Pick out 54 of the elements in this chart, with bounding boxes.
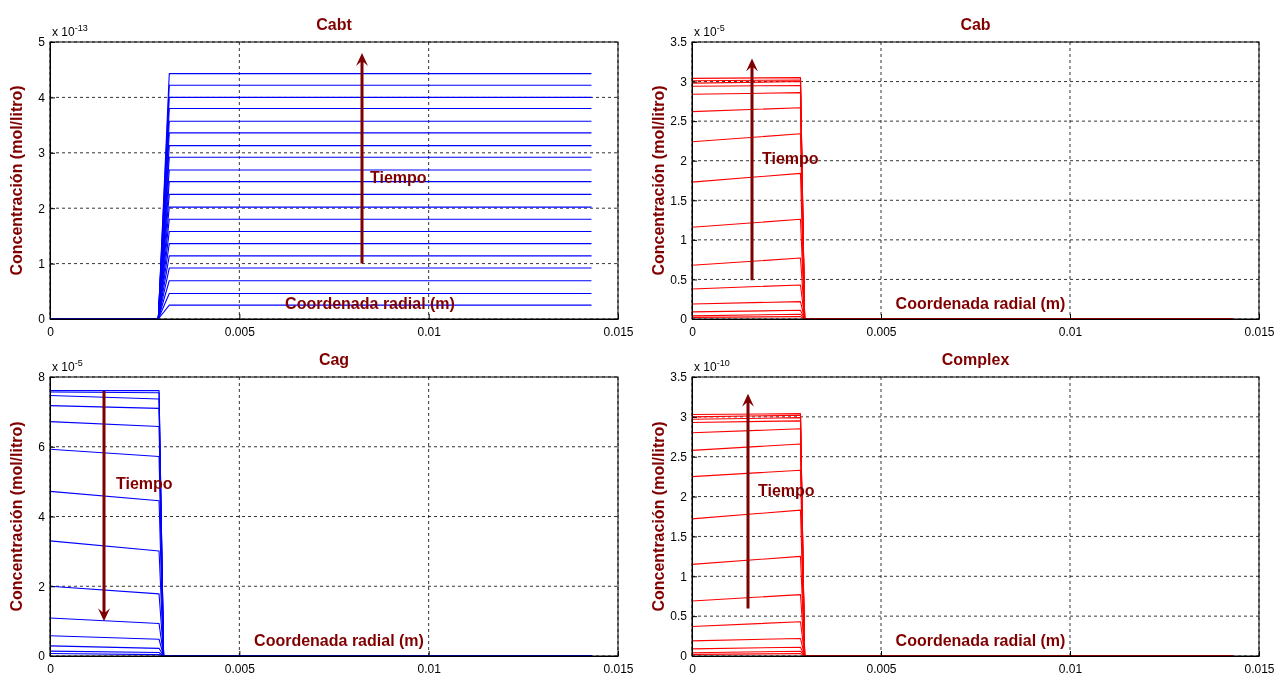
x-tick-label: 0.01 (417, 324, 442, 339)
x-tick-label: 0.015 (603, 661, 634, 676)
y-tick-label: 3 (680, 410, 688, 425)
y-tick-label: 1 (680, 233, 688, 248)
y-axis-title: Concentración (mol/litro) (8, 85, 25, 276)
x-tick-label: 0.005 (224, 661, 256, 676)
y-axis-title: Concentración (mol/litro) (650, 421, 667, 612)
y-tick-label: 4 (38, 509, 46, 524)
text: x 10$^{-5}$ (694, 23, 725, 39)
y-tick-label: 1 (38, 256, 46, 271)
chart-title: Cab (960, 16, 991, 33)
x-axis-title: Coordenada radial (m) (254, 632, 424, 649)
y-tick-label: 3.5 (670, 35, 688, 50)
y-tick-label: 1.5 (670, 193, 688, 208)
y-tick-label: 0 (680, 649, 688, 664)
x-tick-label: 0.01 (1058, 661, 1083, 676)
y-tick-label: 2 (38, 579, 46, 594)
y-tick-label: 1 (680, 569, 688, 584)
x-tick-label: 0.015 (603, 324, 634, 339)
y-axis-title: Concentración (mol/litro) (650, 85, 667, 276)
x-tick-label: 0.015 (1244, 324, 1275, 339)
y-tick-label: 0.5 (670, 609, 688, 624)
y-tick-label: 3.5 (670, 370, 688, 385)
x-tick-label: 0.005 (866, 661, 897, 676)
y-tick-label: 5 (38, 35, 46, 50)
x-tick-label: 0.005 (224, 324, 256, 339)
chart-title: Complex (941, 351, 1010, 368)
y-tick-label: 0 (38, 649, 46, 664)
y-tick-label: 0.5 (670, 272, 688, 287)
y-tick-label: 0 (38, 312, 46, 327)
y-tick-label: 4 (38, 90, 46, 105)
text: x 10$^{-5}$ (52, 358, 83, 374)
x-tick-label: 0.01 (417, 661, 442, 676)
text: x 10$^{-13}$ (52, 23, 88, 39)
chart-title: Cag (318, 351, 350, 368)
y-axis-title: Concentración (mol/litro) (8, 421, 25, 612)
y-tick-label: 3 (680, 74, 688, 89)
y-tick-label: 2 (38, 201, 46, 216)
x-tick-label: 0.015 (1244, 661, 1275, 676)
y-tick-label: 0 (680, 312, 688, 327)
y-tick-label: 2.5 (670, 114, 688, 129)
y-tick-label: 2 (680, 489, 688, 504)
x-tick-label: 0.01 (1058, 324, 1083, 339)
x-tick-label: 0.005 (866, 324, 897, 339)
y-tick-label: 2 (680, 154, 688, 169)
y-tick-label: 6 (38, 440, 46, 455)
y-tick-label: 3 (38, 146, 46, 161)
text: x 10$^{-10}$ (694, 358, 730, 374)
y-tick-label: 1.5 (670, 529, 688, 544)
y-tick-label: 8 (38, 370, 46, 385)
chart-title: Cabt (316, 16, 353, 33)
y-tick-label: 2.5 (670, 450, 688, 465)
x-axis-title: Coordenada radial (m) (895, 295, 1066, 312)
x-axis-title: Coordenada radial (m) (895, 632, 1066, 649)
